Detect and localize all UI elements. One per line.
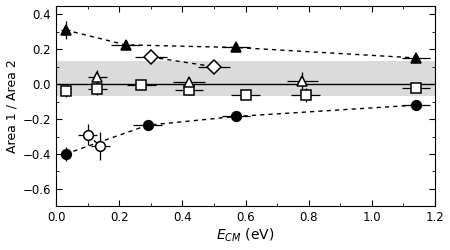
X-axis label: $E_{CM}$ (eV): $E_{CM}$ (eV) bbox=[216, 227, 275, 244]
Bar bbox=[56, 62, 435, 96]
Y-axis label: Area 1 / Area 2: Area 1 / Area 2 bbox=[5, 59, 18, 153]
